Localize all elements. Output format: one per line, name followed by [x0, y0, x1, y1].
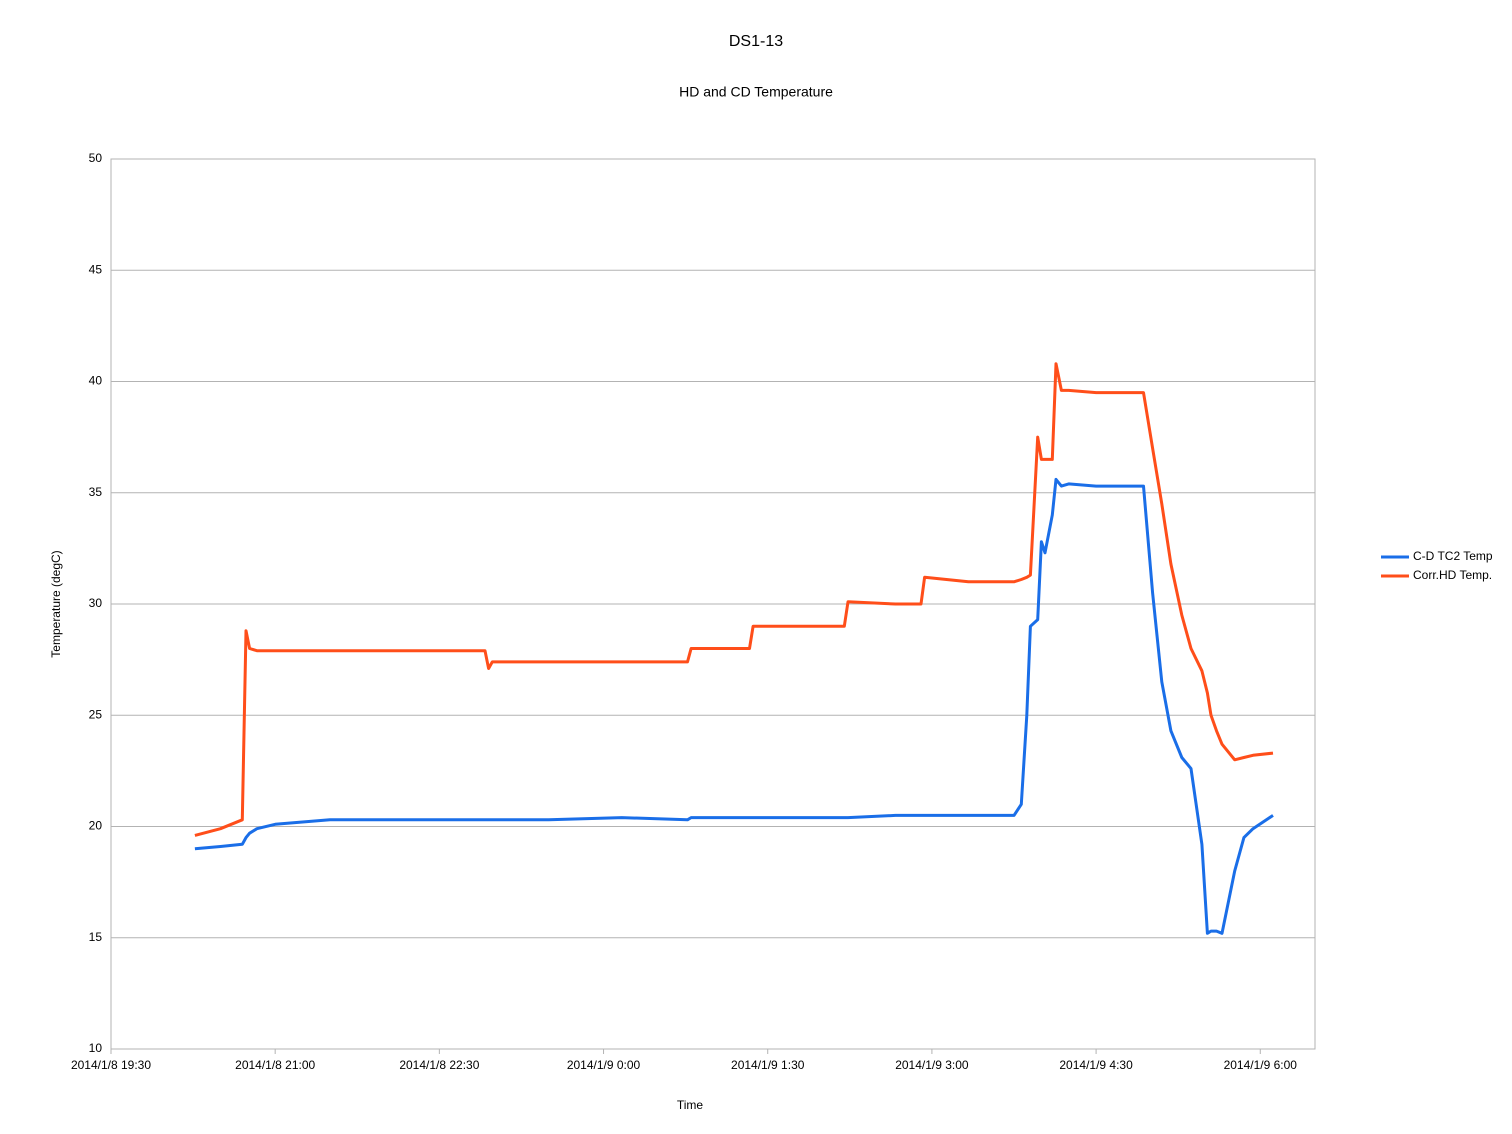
x-tick-label: 2014/1/9 6:00 [1224, 1058, 1298, 1072]
y-tick-label: 30 [89, 596, 103, 610]
y-tick-label: 40 [89, 374, 103, 388]
y-tick-label: 45 [89, 262, 103, 276]
y-axis-label: Temperature (degC) [49, 550, 63, 657]
y-tick-label: 15 [89, 930, 103, 944]
y-tick-label: 50 [89, 151, 103, 165]
x-tick-label: 2014/1/9 3:00 [895, 1058, 969, 1072]
x-tick-label: 2014/1/8 21:00 [235, 1058, 315, 1072]
x-tick-label: 2014/1/9 4:30 [1059, 1058, 1133, 1072]
x-tick-label: 2014/1/8 19:30 [71, 1058, 151, 1072]
chart-subtitle: HD and CD Temperature [679, 84, 833, 100]
legend-label: Corr.HD Temp. [1413, 568, 1492, 582]
legend-label: C-D TC2 Temp [1413, 549, 1493, 563]
y-tick-label: 20 [89, 819, 103, 833]
x-tick-label: 2014/1/9 1:30 [731, 1058, 805, 1072]
x-tick-label: 2014/1/9 0:00 [567, 1058, 641, 1072]
series-line [194, 362, 1274, 837]
y-tick-label: 10 [89, 1041, 103, 1055]
x-axis-label: Time [677, 1098, 704, 1112]
series-line [194, 477, 1274, 935]
chart-title: DS1-13 [729, 33, 783, 50]
x-tick-label: 2014/1/8 22:30 [399, 1058, 479, 1072]
y-tick-label: 25 [89, 707, 103, 721]
plot-frame [110, 158, 1316, 1050]
y-tick-label: 35 [89, 485, 103, 499]
